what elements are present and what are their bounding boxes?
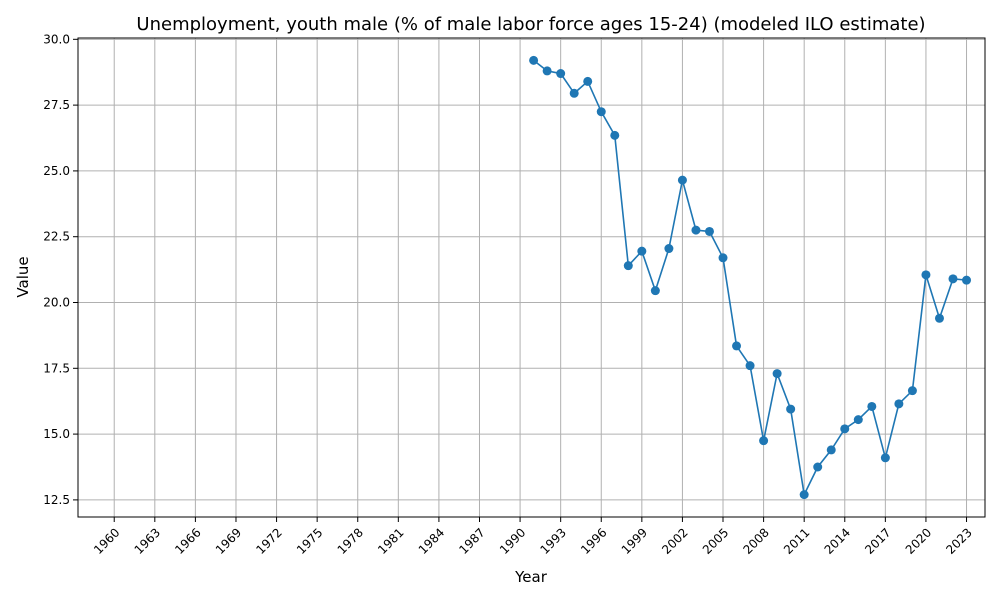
x-tick-label: 1993 [538, 525, 569, 556]
x-tick-label: 1963 [132, 525, 163, 556]
chart-title: Unemployment, youth male (% of male labo… [136, 14, 925, 35]
data-point [813, 462, 823, 472]
x-tick-label: 1987 [456, 525, 487, 556]
data-point [718, 253, 728, 263]
data-point [583, 76, 593, 86]
data-point [772, 369, 782, 379]
y-axis-ticks: 12.5 15.0 17.5 20.0 22.5 25.0 27.5 30.0 [43, 32, 78, 507]
data-point [826, 445, 836, 455]
y-tick-label: 12.5 [43, 493, 70, 507]
x-tick-label: 2011 [781, 525, 812, 556]
x-tick-label: 2023 [943, 525, 974, 556]
x-tick-label: 1960 [91, 525, 122, 556]
data-point [623, 261, 633, 271]
data-point [745, 361, 755, 371]
data-point [637, 246, 647, 256]
grid [78, 38, 985, 517]
data-points [529, 55, 972, 500]
data-point [704, 226, 714, 236]
x-tick-label: 2017 [862, 525, 893, 556]
data-point [664, 244, 674, 254]
x-tick-label: 2008 [740, 525, 771, 556]
y-axis-label: Value [14, 256, 32, 297]
x-tick-label: 1966 [172, 525, 203, 556]
data-point [934, 313, 944, 323]
y-tick-label: 20.0 [43, 296, 70, 310]
data-point [610, 130, 620, 140]
data-point [962, 275, 972, 285]
x-tick-label: 1990 [497, 525, 528, 556]
data-point [759, 436, 769, 446]
data-point [948, 274, 958, 284]
x-tick-label: 1972 [253, 525, 284, 556]
data-point [596, 107, 606, 117]
x-tick-label: 2020 [903, 525, 934, 556]
x-tick-label: 1981 [375, 525, 406, 556]
data-point [529, 55, 539, 65]
x-tick-label: 2014 [822, 525, 853, 556]
y-tick-label: 30.0 [43, 32, 70, 46]
data-point [569, 88, 579, 98]
x-tick-label: 1996 [578, 525, 609, 556]
data-point [880, 453, 890, 463]
x-tick-label: 1984 [416, 525, 447, 556]
data-point [907, 386, 917, 396]
x-tick-label: 2005 [700, 525, 731, 556]
y-tick-label: 27.5 [43, 98, 70, 112]
y-tick-label: 22.5 [43, 230, 70, 244]
data-point [799, 490, 809, 500]
data-point [894, 399, 904, 409]
data-point [691, 225, 701, 235]
data-point [542, 66, 552, 76]
data-point [840, 424, 850, 434]
x-axis-ticks: 1960 1963 1966 1969 1972 1975 1978 1981 1984 1987… [91, 517, 975, 557]
x-tick-label: 1999 [619, 525, 650, 556]
series-line [533, 59, 967, 498]
y-tick-label: 17.5 [43, 361, 70, 375]
y-tick-label: 25.0 [43, 164, 70, 178]
x-tick-label: 1978 [335, 525, 366, 556]
data-point [921, 270, 931, 280]
data-point [556, 69, 566, 79]
x-tick-label: 2002 [659, 525, 690, 556]
data-point [853, 415, 863, 425]
data-point [650, 286, 660, 296]
plot-frame [77, 37, 986, 518]
data-point [732, 341, 742, 351]
x-tick-label: 1975 [294, 525, 325, 556]
x-tick-label: 1969 [213, 525, 244, 556]
data-point [786, 404, 796, 414]
x-axis-label: Year [514, 568, 548, 586]
data-point [677, 175, 687, 185]
data-point [867, 401, 877, 411]
y-tick-label: 15.0 [43, 427, 70, 441]
